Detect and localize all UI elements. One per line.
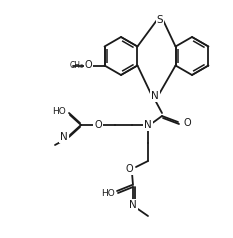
Text: N: N bbox=[144, 120, 152, 130]
Text: O: O bbox=[94, 120, 102, 130]
Text: S: S bbox=[157, 15, 163, 25]
Text: N: N bbox=[129, 200, 137, 210]
Text: O: O bbox=[125, 164, 133, 174]
Text: HO: HO bbox=[101, 188, 115, 198]
Text: N: N bbox=[151, 91, 159, 101]
Text: HO: HO bbox=[52, 106, 66, 115]
Text: O: O bbox=[85, 60, 92, 70]
Text: CH₃: CH₃ bbox=[69, 61, 84, 70]
Text: N: N bbox=[60, 132, 68, 142]
Text: O: O bbox=[184, 118, 192, 128]
